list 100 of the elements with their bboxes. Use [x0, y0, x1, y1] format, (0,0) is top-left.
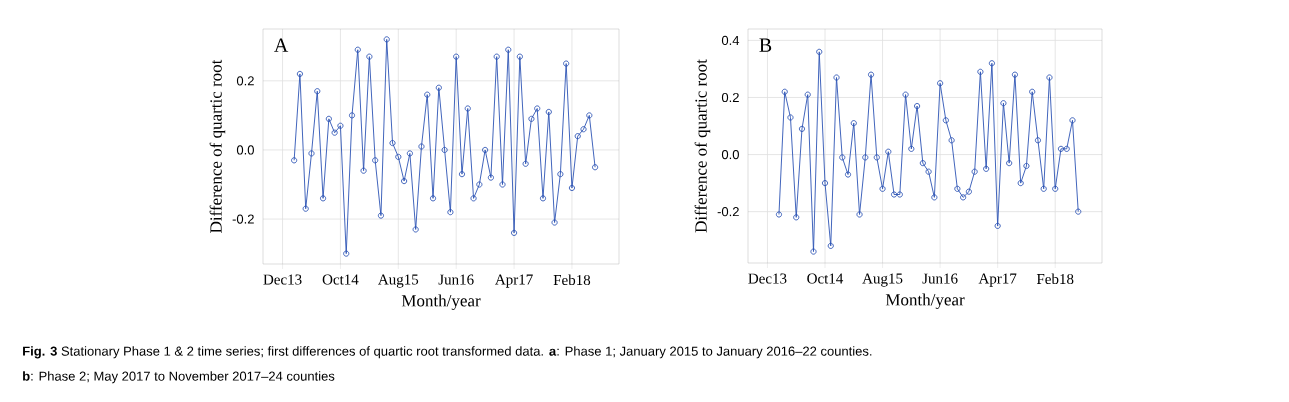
point — [447, 209, 454, 216]
point — [476, 181, 483, 188]
point — [406, 150, 413, 157]
point — [516, 53, 523, 60]
point — [1034, 137, 1041, 144]
point — [418, 143, 425, 150]
point — [325, 115, 332, 122]
point — [919, 160, 926, 167]
y-axis-title: Difference of quartic root — [694, 59, 711, 233]
point — [948, 137, 955, 144]
point — [873, 154, 880, 161]
point — [1029, 88, 1036, 95]
point — [505, 46, 512, 53]
point — [383, 36, 390, 43]
point — [320, 195, 327, 202]
x-tick-label: Aug15 — [378, 274, 419, 288]
point — [931, 194, 938, 201]
point — [557, 171, 564, 178]
point — [354, 46, 361, 53]
point — [925, 168, 932, 175]
point — [977, 68, 984, 75]
point — [804, 91, 811, 98]
point — [850, 120, 857, 127]
point — [937, 80, 944, 87]
point — [348, 112, 356, 119]
point — [499, 181, 506, 188]
point — [470, 195, 477, 202]
point — [908, 145, 915, 152]
point — [551, 219, 558, 226]
x-tick-label: Dec13 — [748, 273, 787, 284]
point — [545, 108, 552, 115]
point — [464, 105, 471, 112]
point — [412, 226, 419, 233]
point — [971, 168, 978, 175]
point — [1006, 160, 1013, 167]
y-tick-label: 0.2 — [236, 76, 254, 86]
point — [458, 171, 466, 178]
point — [429, 195, 437, 202]
point — [1040, 185, 1047, 192]
point — [366, 53, 373, 60]
point — [839, 154, 846, 161]
point — [1017, 180, 1024, 187]
point — [389, 140, 396, 147]
point — [487, 174, 494, 181]
x-axis-title: Month/year — [401, 294, 481, 310]
point — [528, 115, 535, 122]
y-axis-title: Difference of quartic root — [209, 59, 226, 233]
x-axis-title: Month/year — [885, 293, 965, 309]
x-tick-label: Oct14 — [807, 273, 844, 284]
point — [885, 148, 892, 155]
x-tick-label: Feb18 — [1036, 273, 1074, 285]
point — [308, 150, 315, 157]
point — [914, 103, 921, 110]
point — [810, 248, 817, 255]
point — [816, 48, 823, 55]
point — [988, 60, 995, 67]
point — [867, 71, 875, 78]
point — [482, 146, 489, 154]
point — [1052, 185, 1059, 192]
point — [983, 165, 990, 172]
point — [862, 154, 869, 161]
point — [994, 222, 1001, 229]
point — [563, 60, 570, 67]
x-tick-label: Jun16 — [922, 273, 958, 284]
point — [1063, 145, 1070, 152]
y-tick-label: 0.0 — [236, 145, 254, 155]
point — [586, 112, 593, 119]
point — [574, 133, 581, 140]
point — [360, 167, 367, 174]
point — [844, 171, 852, 178]
point — [896, 191, 903, 198]
x-tick-label: Oct14 — [322, 274, 359, 285]
point — [395, 153, 402, 160]
point — [798, 125, 806, 132]
y-tick-label: 0.2 — [721, 92, 739, 103]
point — [539, 195, 547, 202]
point — [522, 160, 529, 167]
point — [534, 105, 541, 112]
y-tick-label: -0.2 — [717, 207, 739, 217]
x-tick-label: Apr17 — [978, 273, 1017, 287]
point — [1011, 71, 1018, 78]
point — [343, 250, 350, 257]
point — [781, 88, 788, 95]
point — [891, 191, 898, 198]
annotation: B — [759, 38, 772, 52]
point — [511, 229, 518, 236]
text: Fig. 3 Stationary Phase 1 & 2 time series; first differences of quartic root transformed data. a: Phase 1; January 2015 to January 2016–22 counties. — [23, 346, 872, 359]
point — [296, 70, 303, 77]
x-tick-label: Jun16 — [438, 274, 474, 285]
point — [401, 178, 408, 185]
point — [1046, 74, 1053, 81]
point — [314, 88, 321, 95]
annotation: A — [274, 38, 289, 52]
point — [821, 180, 829, 187]
point — [793, 214, 800, 221]
point — [879, 185, 886, 192]
point — [833, 74, 840, 81]
point — [337, 122, 344, 129]
point — [827, 242, 834, 249]
point — [453, 53, 460, 60]
